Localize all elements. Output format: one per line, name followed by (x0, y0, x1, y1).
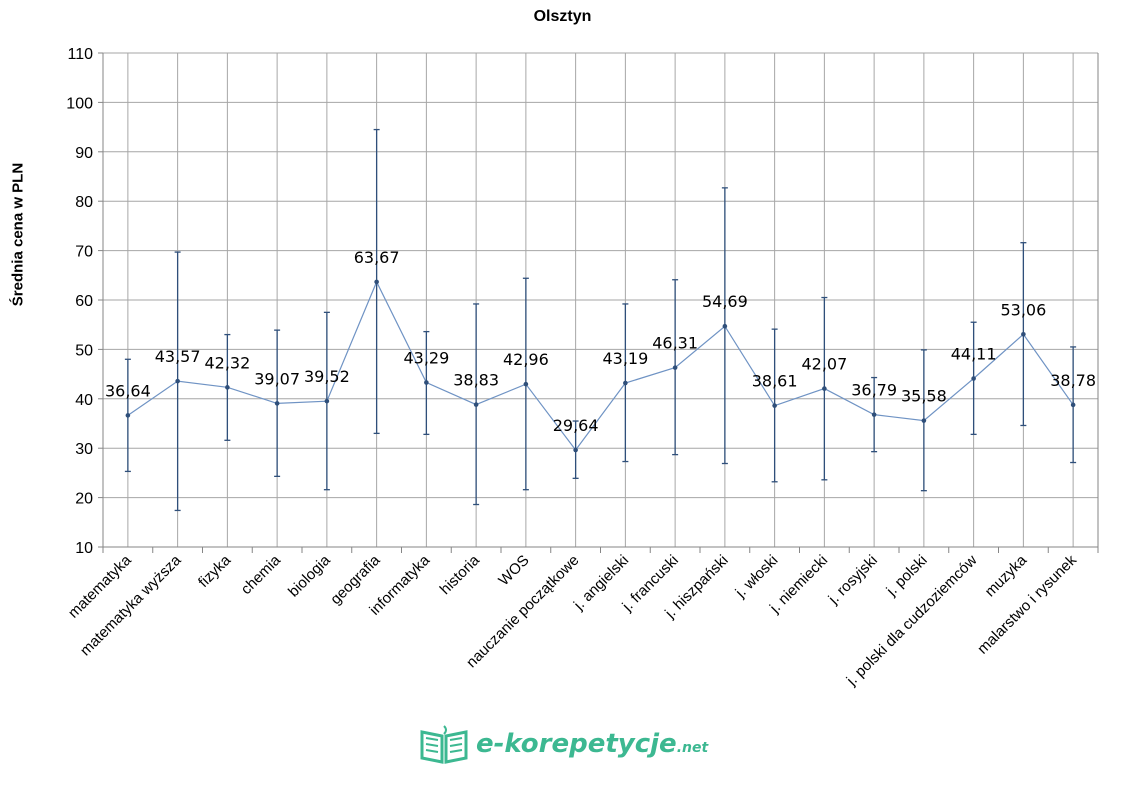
data-label: 42,07 (801, 355, 847, 374)
y-tick-label: 90 (75, 145, 93, 162)
y-tick-label: 70 (75, 244, 93, 261)
series-line (127, 280, 1074, 451)
data-point (225, 385, 230, 390)
x-tick-label: biologia (285, 551, 334, 600)
data-point (274, 401, 280, 406)
data-label: 29,64 (553, 416, 599, 435)
y-tick-label: 40 (75, 392, 93, 409)
chart-title: Olsztyn (533, 8, 592, 25)
data-label: 63,67 (354, 248, 400, 267)
y-tick-label: 50 (75, 342, 93, 359)
data-point (971, 376, 976, 381)
x-tick-label: j. rosyjski (825, 552, 881, 608)
data-point (1021, 331, 1026, 337)
data-label: 38,61 (752, 372, 798, 391)
data-point (324, 398, 330, 404)
logo: e-korepetycje.net (418, 722, 708, 766)
y-tick-label: 80 (75, 194, 93, 211)
y-tick-label: 60 (75, 293, 93, 310)
data-point (871, 412, 877, 417)
book-icon (420, 725, 468, 764)
data-label: 43,29 (403, 349, 449, 368)
data-label: 36,79 (851, 381, 897, 400)
logo-name: e-korepetycje (476, 729, 677, 759)
logo-suffix: .net (676, 740, 709, 756)
data-label: 39,52 (304, 367, 350, 386)
data-label: 43,57 (155, 347, 201, 366)
x-tick-label: chemia (238, 551, 285, 598)
x-tick-label: fizyka (195, 551, 235, 591)
data-label: 46,31 (652, 334, 698, 353)
data-label: 35,58 (901, 387, 947, 406)
data-label: 42,32 (204, 353, 250, 372)
data-label: 43,19 (602, 349, 648, 368)
y-tick-label: 10 (75, 540, 93, 557)
data-point (722, 323, 728, 329)
data-point (921, 418, 927, 423)
data-point (623, 380, 628, 386)
data-label: 39,07 (254, 369, 300, 388)
data-point (523, 381, 529, 387)
data-point (1070, 402, 1076, 408)
data-point (672, 365, 678, 370)
data-label: 44,11 (951, 344, 997, 363)
data-label: 38,83 (453, 371, 499, 390)
x-tick-label: WOS (495, 552, 532, 589)
data-label: 38,78 (1050, 371, 1096, 390)
data-point (374, 279, 379, 285)
y-tick-label: 20 (75, 491, 93, 508)
x-tick-label: malarstwo i rysunek (974, 551, 1080, 657)
data-label: 42,96 (503, 350, 549, 369)
data-point (772, 403, 777, 408)
data-point (424, 380, 429, 385)
x-tick-label: historia (437, 551, 484, 598)
logo-text: e-korepetycje.net (476, 729, 708, 759)
data-label: 53,06 (1000, 300, 1046, 319)
data-point (822, 386, 827, 391)
y-tick-label: 110 (67, 46, 93, 63)
data-label: 54,69 (702, 292, 748, 311)
data-point (473, 402, 479, 407)
y-tick-label: 30 (75, 441, 93, 458)
data-point (573, 447, 578, 453)
data-label: 36,64 (105, 381, 151, 400)
x-tick-label: j. włoski (732, 552, 782, 602)
x-tick-label: j. polski (883, 552, 931, 600)
data-point (125, 413, 131, 418)
y-tick-label: 100 (66, 95, 93, 112)
x-tick-label: muzyka (982, 551, 1031, 600)
data-point (175, 378, 180, 384)
